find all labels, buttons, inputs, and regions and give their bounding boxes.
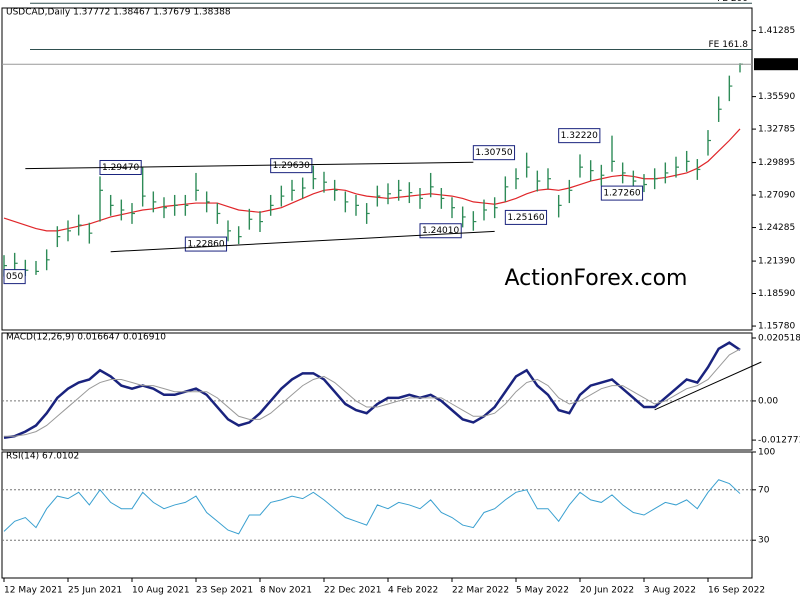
panel-frame [1, 451, 753, 579]
y-tick-label: 1.27090 [758, 191, 795, 201]
x-tick-label: 12 May 2021 [4, 586, 63, 596]
annotation-box [600, 185, 644, 201]
y-tick-label: 1.32785 [758, 125, 795, 135]
trendline [25, 161, 474, 170]
y-tick-label: 1.41285 [758, 26, 795, 36]
last-price-box [754, 58, 798, 71]
y-tick-label: 1.35590 [758, 92, 795, 102]
annotation-box [558, 128, 601, 144]
annotation-label: 1.24010 [422, 226, 459, 236]
panel-frame [1, 7, 753, 331]
x-tick-label: 22 Mar 2022 [452, 586, 509, 596]
annotation-label: 1.27260 [603, 189, 640, 199]
y-tick-label: 100 [758, 448, 775, 458]
x-tick-label: 20 Jun 2022 [580, 586, 634, 596]
x-tick-label: 4 Feb 2022 [388, 586, 438, 596]
panel-title: MACD(12,26,9) 0.016647 0.016910 [6, 333, 166, 343]
trendline [110, 230, 495, 253]
y-tick-label: 0.00 [758, 396, 778, 406]
y-tick-label: 1.21390 [758, 257, 795, 267]
annotation-label: 1.29630 [273, 161, 310, 171]
x-tick-label: 8 Nov 2021 [260, 586, 312, 596]
series-line [3, 341, 741, 439]
series-line [4, 348, 741, 437]
x-tick-label: 25 Jun 2021 [68, 586, 122, 596]
panel-title: RSI(14) 67.0102 [6, 452, 79, 462]
last-price-label: 1.38388 [758, 60, 795, 70]
annotation-label: 1.32220 [561, 131, 598, 141]
trendline [654, 361, 762, 411]
y-tick-label: -0.012771 [758, 436, 800, 446]
annotation-label: 1.30750 [475, 148, 512, 158]
y-tick-label: 1.15780 [758, 322, 795, 332]
panel-title: USDCAD,Daily 1.37772 1.38467 1.37679 1.3… [6, 8, 231, 18]
annotation-box [504, 209, 548, 225]
series-line [3, 479, 741, 535]
panel-frame [1, 332, 753, 451]
annotation-box [3, 269, 26, 285]
watermark: ActionForex.com [505, 266, 688, 291]
x-tick-label: 22 Dec 2021 [324, 586, 382, 596]
level-label: FE 161.8 [709, 40, 749, 50]
x-tick-label: 5 May 2022 [516, 586, 569, 596]
y-tick-label: 30 [758, 536, 770, 546]
annotation-label: 1.25160 [507, 213, 544, 223]
x-tick-label: 23 Sep 2021 [196, 586, 253, 596]
annotation-label: 1.22860 [187, 240, 224, 250]
annotation-box [472, 145, 516, 161]
y-tick-label: 1.24285 [758, 223, 795, 233]
x-tick-label: 16 Sep 2022 [708, 586, 765, 596]
x-tick-label: 3 Aug 2022 [644, 586, 696, 596]
moving-average [3, 128, 741, 232]
x-tick-label: 10 Aug 2021 [132, 586, 190, 596]
y-tick-label: 70 [758, 485, 770, 495]
y-tick-label: 1.18590 [758, 289, 795, 299]
annotation-label: 1.29470 [102, 163, 139, 173]
annotation-label: 050 [6, 272, 23, 282]
level-label: FE 200 [717, 0, 748, 4]
y-tick-label: 0.020518 [758, 334, 800, 344]
y-tick-label: 1.29895 [758, 158, 795, 168]
